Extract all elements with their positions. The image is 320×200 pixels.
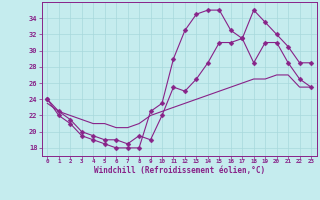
X-axis label: Windchill (Refroidissement éolien,°C): Windchill (Refroidissement éolien,°C) xyxy=(94,166,265,175)
